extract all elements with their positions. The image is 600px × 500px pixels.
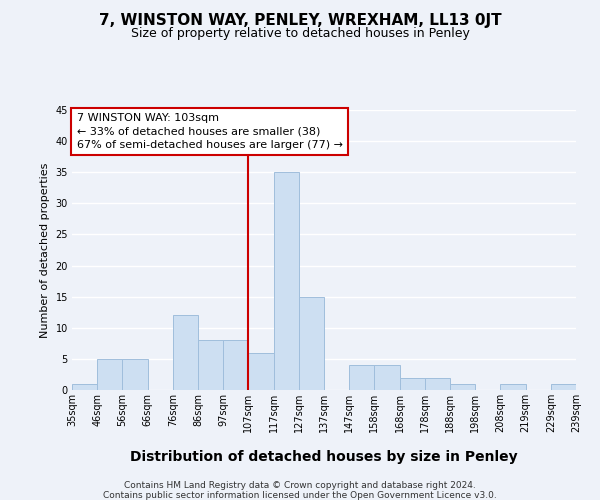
- Bar: [425, 378, 450, 390]
- Bar: [299, 296, 324, 390]
- Bar: [274, 172, 299, 390]
- Text: 7, WINSTON WAY, PENLEY, WREXHAM, LL13 0JT: 7, WINSTON WAY, PENLEY, WREXHAM, LL13 0J…: [98, 12, 502, 28]
- Bar: [349, 365, 374, 390]
- Bar: [72, 384, 97, 390]
- Text: 7 WINSTON WAY: 103sqm
← 33% of detached houses are smaller (38)
67% of semi-deta: 7 WINSTON WAY: 103sqm ← 33% of detached …: [77, 113, 343, 150]
- Text: Contains HM Land Registry data © Crown copyright and database right 2024.: Contains HM Land Registry data © Crown c…: [124, 482, 476, 490]
- Bar: [173, 316, 198, 390]
- Text: Distribution of detached houses by size in Penley: Distribution of detached houses by size …: [130, 450, 518, 464]
- Bar: [97, 359, 122, 390]
- Bar: [122, 359, 148, 390]
- Bar: [223, 340, 248, 390]
- Text: Size of property relative to detached houses in Penley: Size of property relative to detached ho…: [131, 28, 469, 40]
- Bar: [198, 340, 223, 390]
- Bar: [248, 352, 274, 390]
- Bar: [374, 365, 400, 390]
- Bar: [500, 384, 526, 390]
- Bar: [450, 384, 475, 390]
- Bar: [551, 384, 576, 390]
- Bar: [400, 378, 425, 390]
- Text: Contains public sector information licensed under the Open Government Licence v3: Contains public sector information licen…: [103, 490, 497, 500]
- Y-axis label: Number of detached properties: Number of detached properties: [40, 162, 50, 338]
